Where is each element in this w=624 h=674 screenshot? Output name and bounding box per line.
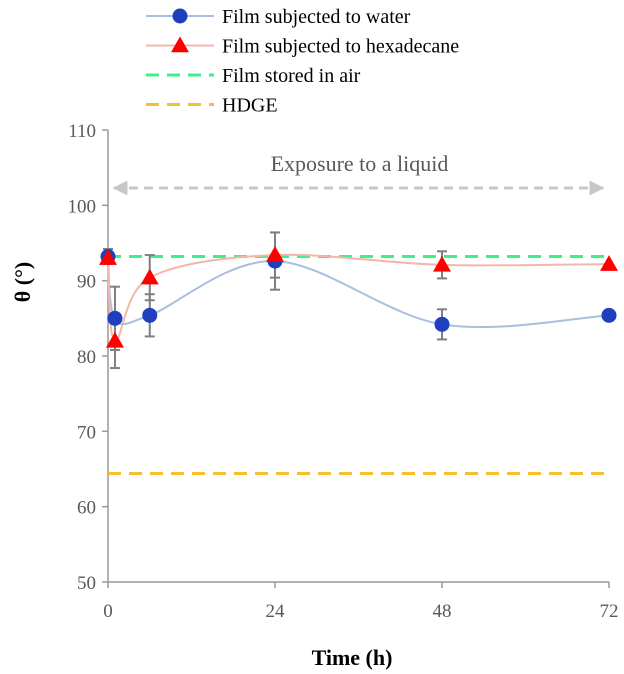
data-point <box>142 307 158 323</box>
exposure-annotation: Exposure to a liquid <box>271 151 449 176</box>
y-tick-label: 70 <box>77 422 96 443</box>
legend-item: Film subjected to hexadecane <box>146 36 459 58</box>
y-tick-label: 90 <box>77 272 96 293</box>
y-axis-ticks: 50 60 70 80 90 100 110 <box>68 121 108 594</box>
legend-item: Film subjected to water <box>146 6 411 28</box>
y-tick-label: 100 <box>68 196 97 217</box>
x-axis-title: Time (h) <box>312 645 393 670</box>
legend-label: Film subjected to hexadecane <box>222 36 459 58</box>
plot-area <box>99 231 618 476</box>
x-tick-label: 72 <box>600 601 619 622</box>
y-tick-label: 60 <box>77 498 96 519</box>
legend-label: Film subjected to water <box>222 6 411 28</box>
data-point <box>601 307 617 323</box>
legend-marker <box>171 36 189 53</box>
x-axis-ticks: 0 24 48 72 <box>103 582 619 622</box>
x-tick-label: 48 <box>433 601 452 622</box>
legend-label: Film stored in air <box>222 65 361 87</box>
legend: Film subjected to water Film subjected to… <box>146 6 459 117</box>
data-point <box>433 255 451 272</box>
legend-item: HDGE <box>146 95 278 117</box>
y-axis-title: θ (°) <box>10 262 35 302</box>
data-point <box>105 331 124 348</box>
data-point <box>99 249 117 265</box>
data-point <box>600 255 618 271</box>
y-tick-label: 50 <box>77 573 96 594</box>
x-tick-label: 0 <box>103 601 113 622</box>
data-point <box>140 268 159 285</box>
legend-marker <box>172 8 188 24</box>
x-tick-label: 24 <box>266 601 286 622</box>
series-line-film-subjected-to-water <box>107 256 610 329</box>
legend-label: HDGE <box>222 95 278 117</box>
data-point <box>266 246 284 262</box>
data-point <box>107 310 123 326</box>
y-tick-label: 110 <box>68 121 96 142</box>
y-tick-label: 80 <box>77 347 96 368</box>
legend-item: Film stored in air <box>146 65 361 87</box>
data-point <box>434 316 450 332</box>
